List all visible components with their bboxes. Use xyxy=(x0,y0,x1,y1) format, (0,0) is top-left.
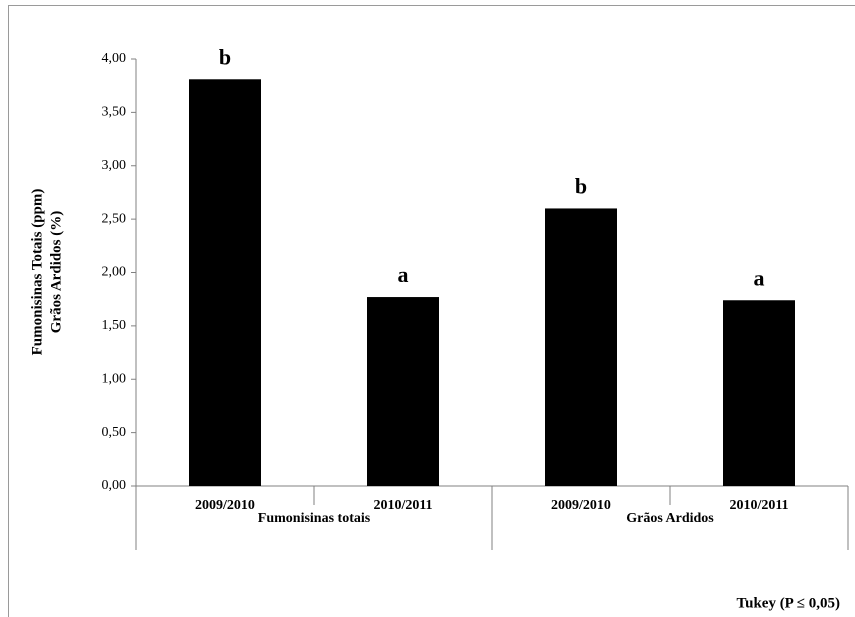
group-label: Grãos Ardidos xyxy=(626,511,714,526)
significance-letter: b xyxy=(219,44,231,69)
significance-letter: a xyxy=(754,265,765,290)
bar xyxy=(545,208,617,486)
x-tick-label: 2010/2011 xyxy=(729,498,788,513)
y-axis-title: Fumonisinas Totais (ppm) Grãos Ardidos (%… xyxy=(29,189,64,356)
x-tick-label: 2009/2010 xyxy=(195,498,255,513)
x-tick-label: 2009/2010 xyxy=(551,498,611,513)
y-tick-label: 0,50 xyxy=(102,425,127,440)
y-tick-label: 3,50 xyxy=(102,105,127,120)
chart-border xyxy=(8,5,855,617)
significance-letter: b xyxy=(575,173,587,198)
y-axis-title-line: Fumonisinas Totais (ppm) xyxy=(29,189,45,356)
bar xyxy=(189,79,261,486)
bar xyxy=(367,297,439,486)
bar xyxy=(723,300,795,486)
y-tick-label: 1,50 xyxy=(102,318,127,333)
significance-letter: a xyxy=(398,262,409,287)
y-tick-label: 4,00 xyxy=(102,51,127,66)
x-tick-label: 2010/2011 xyxy=(373,498,432,513)
y-tick-label: 3,00 xyxy=(102,158,127,173)
group-label: Fumonisinas totais xyxy=(258,511,371,526)
y-tick-label: 1,00 xyxy=(102,371,127,386)
y-tick-label: 2,00 xyxy=(102,265,127,280)
y-tick-label: 0,00 xyxy=(102,478,127,493)
y-tick-label: 2,50 xyxy=(102,211,127,226)
footnote: Tukey (P ≤ 0,05) xyxy=(736,595,840,611)
y-axis-title-line: Grãos Ardidos (%) xyxy=(48,211,64,334)
